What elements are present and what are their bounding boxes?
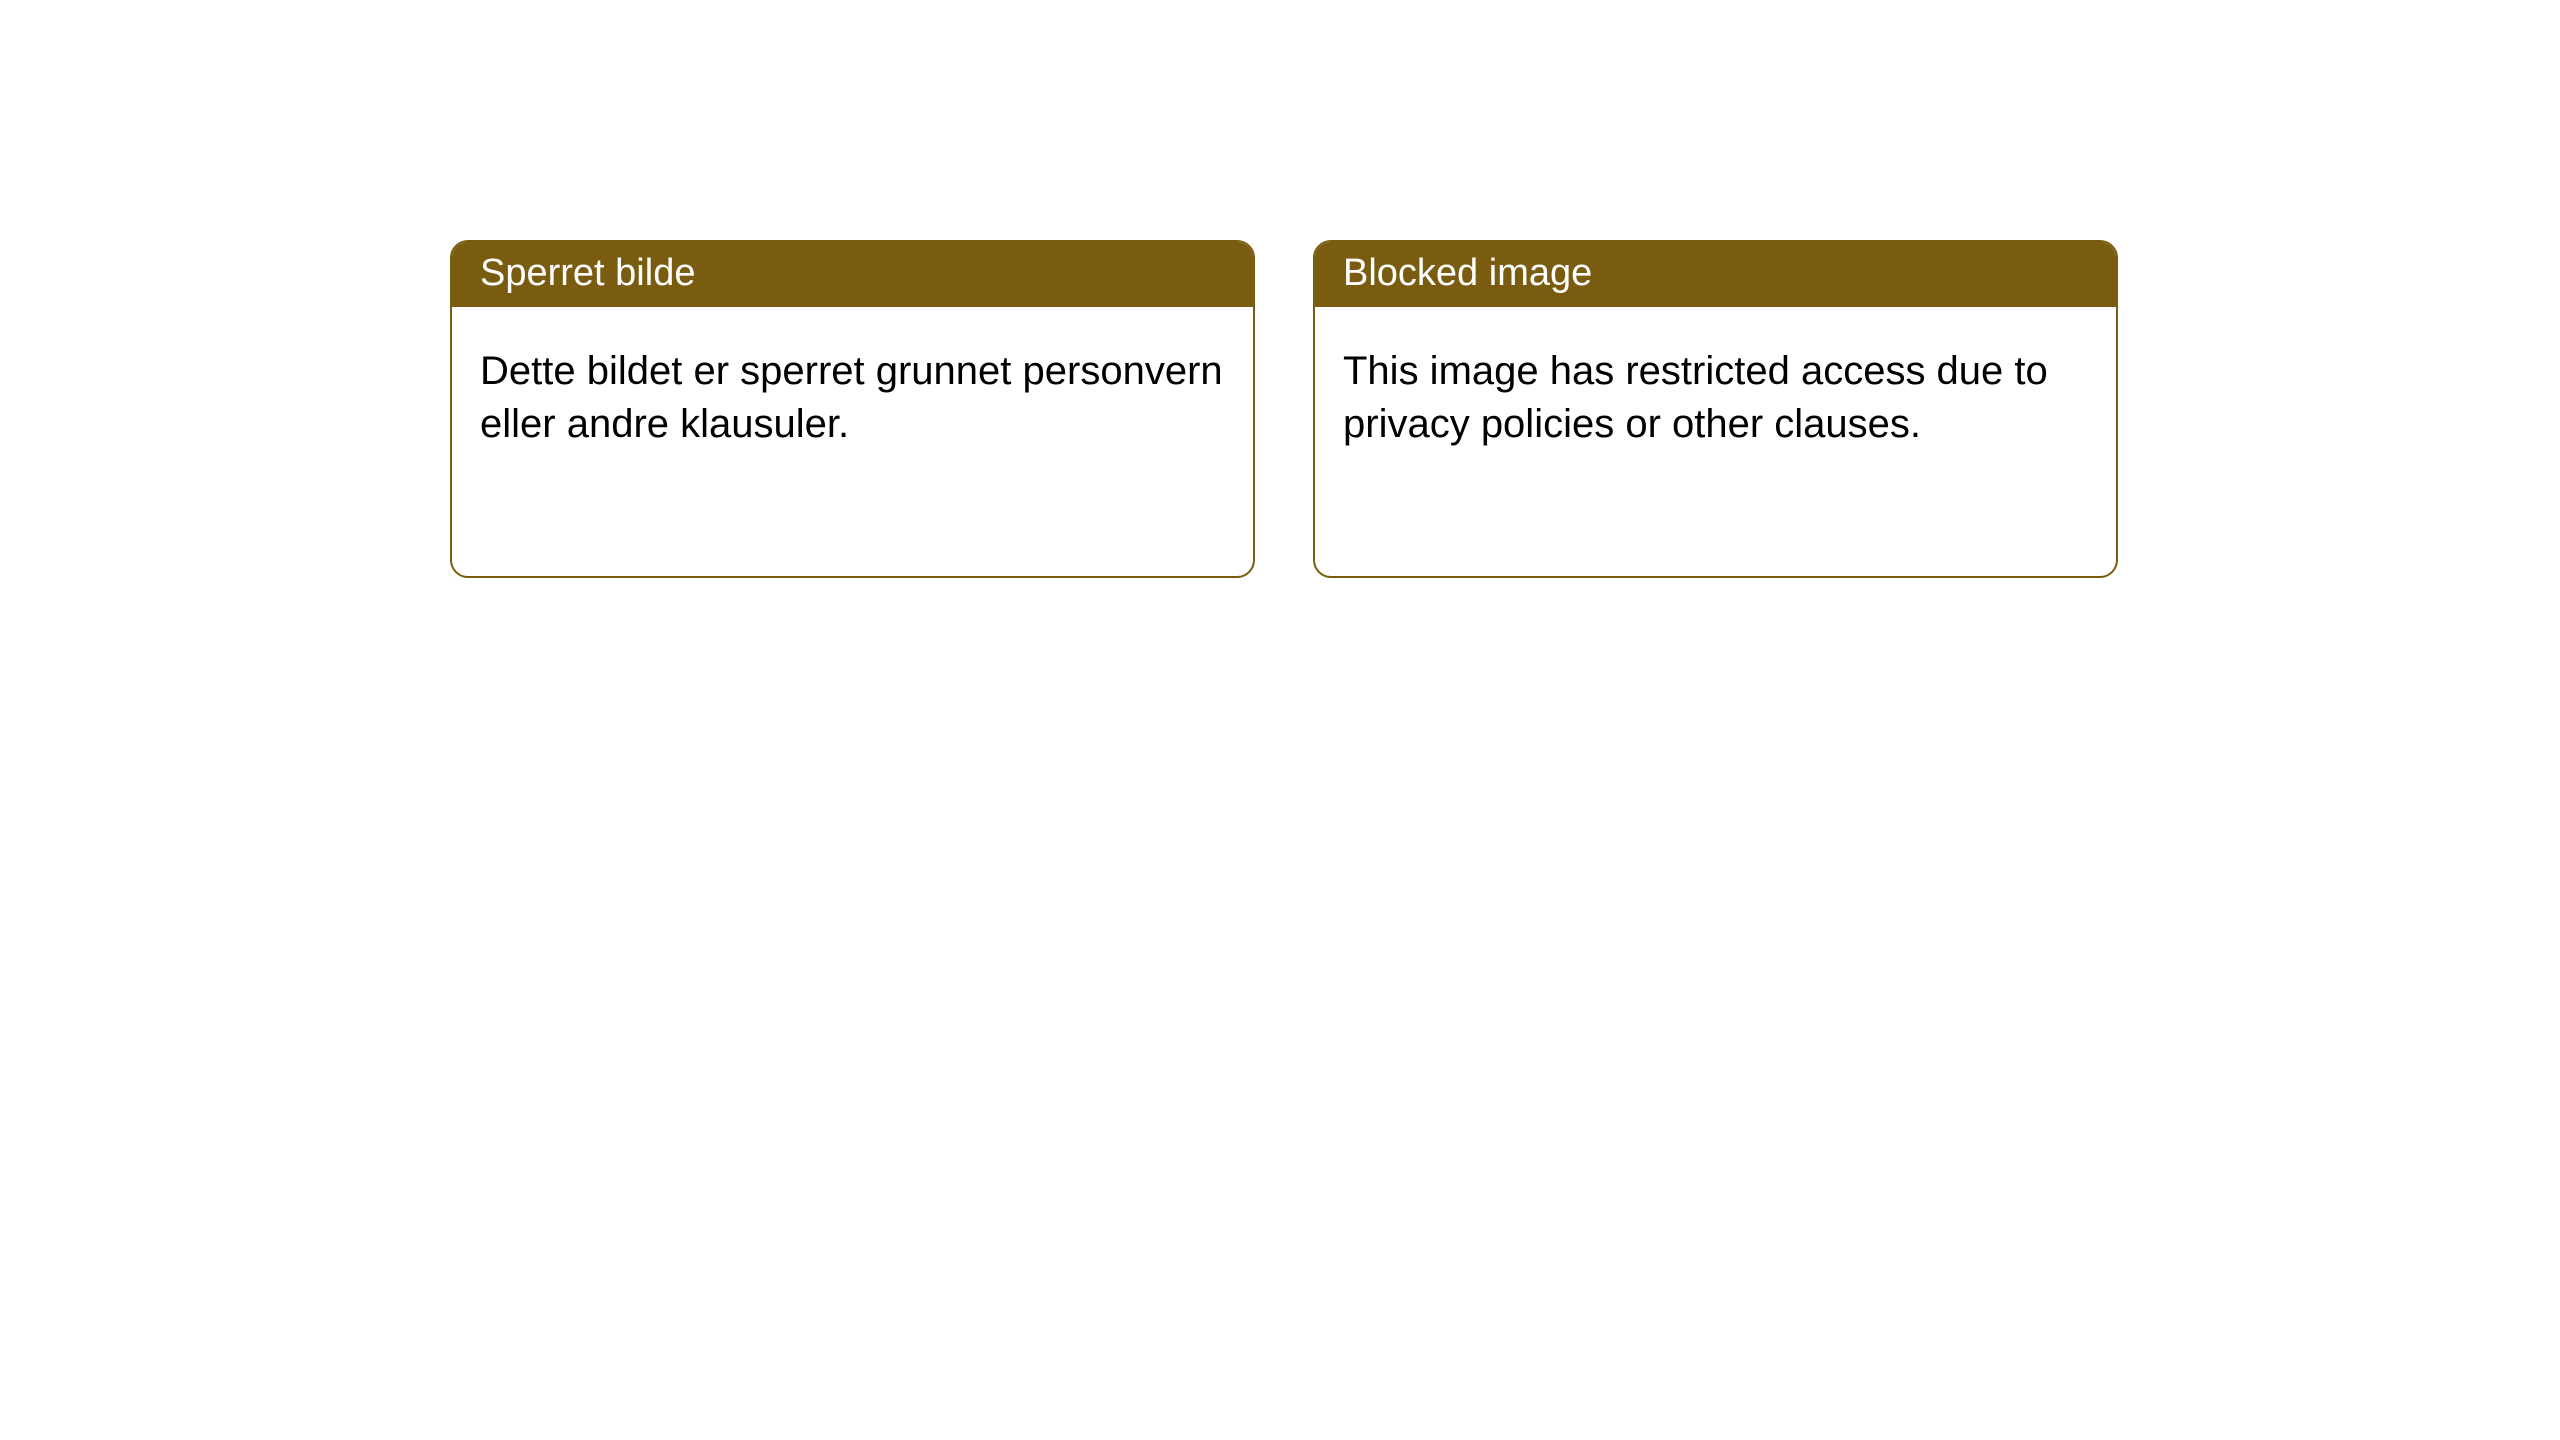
notice-header-english: Blocked image bbox=[1315, 242, 2116, 307]
notice-card-norwegian: Sperret bilde Dette bildet er sperret gr… bbox=[450, 240, 1255, 578]
notice-card-english: Blocked image This image has restricted … bbox=[1313, 240, 2118, 578]
notice-container: Sperret bilde Dette bildet er sperret gr… bbox=[450, 240, 2118, 578]
notice-body-norwegian: Dette bildet er sperret grunnet personve… bbox=[452, 307, 1253, 479]
notice-body-english: This image has restricted access due to … bbox=[1315, 307, 2116, 479]
notice-header-norwegian: Sperret bilde bbox=[452, 242, 1253, 307]
